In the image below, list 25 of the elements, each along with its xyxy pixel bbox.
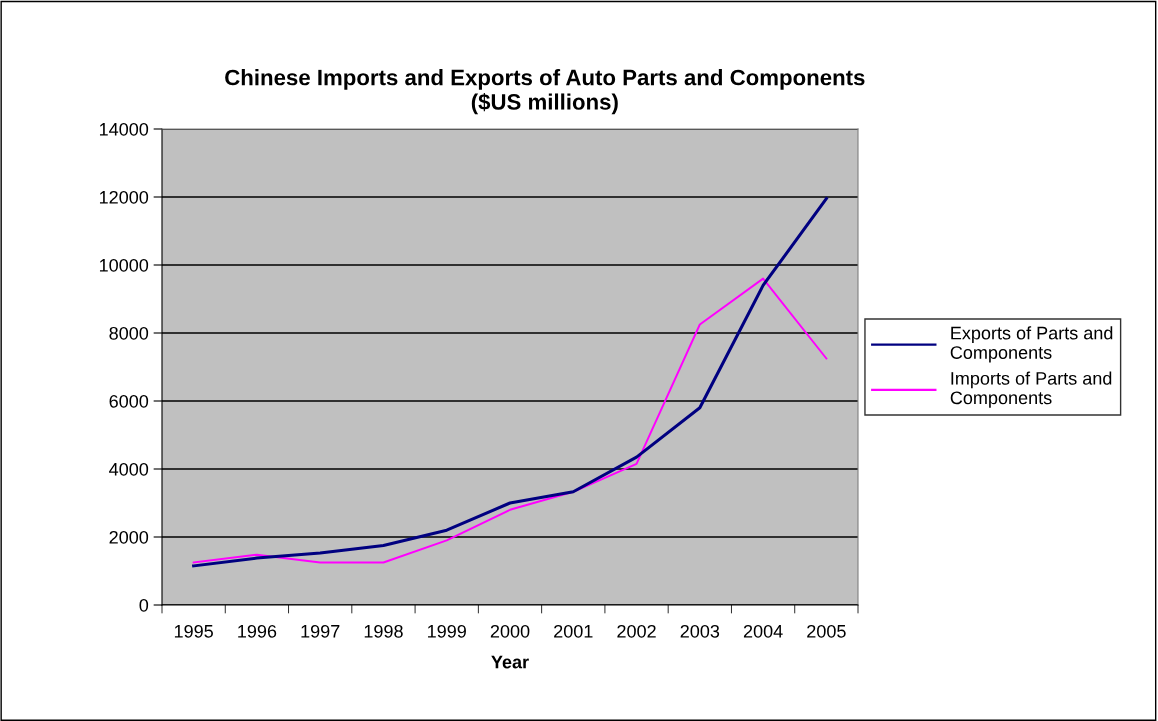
y-tick-label: 8000 <box>109 326 149 340</box>
x-tick-label: 1998 <box>364 624 403 638</box>
y-tick-label: 2000 <box>109 530 149 544</box>
x-tick-label: 1996 <box>238 624 277 638</box>
line-series <box>192 197 828 568</box>
y-tick-label: 6000 <box>109 394 149 408</box>
legend-label: Imports of Parts and Components <box>950 371 1112 408</box>
x-tick-label: 2002 <box>617 624 656 638</box>
y-tick-label: 14000 <box>99 122 149 136</box>
x-tick-label: 2005 <box>807 624 846 638</box>
y-tick-label: 10000 <box>99 258 149 272</box>
x-axis-title: Year <box>491 655 529 669</box>
x-tick-label: 1995 <box>174 624 213 638</box>
line-series <box>192 277 828 564</box>
y-tick-label: 4000 <box>109 462 149 476</box>
x-tick-label: 2004 <box>743 624 783 638</box>
x-tick-label: 2001 <box>554 624 593 638</box>
chart-title: Chinese Imports and Exports of Auto Parts and Components ($US millions) <box>225 69 865 115</box>
x-tick-label: 2000 <box>490 624 530 638</box>
y-tick-label: 0 <box>139 598 149 612</box>
x-tick-label: 1997 <box>301 624 340 638</box>
x-tick-label: 1999 <box>428 624 466 638</box>
x-tick-label: 2003 <box>680 624 720 638</box>
legend-label: Exports of Parts and Components <box>950 326 1113 363</box>
y-tick-label: 12000 <box>99 190 149 204</box>
